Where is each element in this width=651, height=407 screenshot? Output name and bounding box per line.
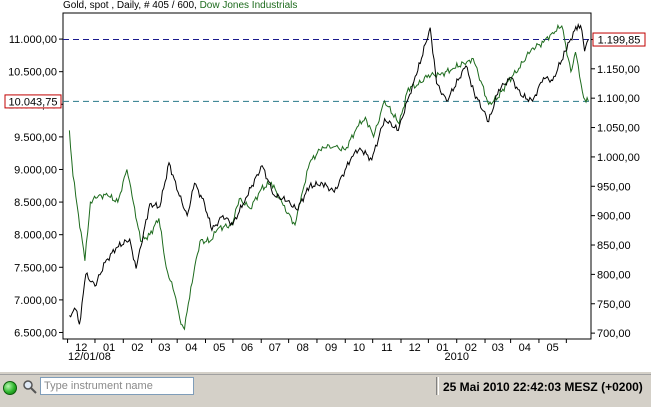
status-separator bbox=[436, 377, 439, 395]
price-chart[interactable]: 11.000,0010.500,0010.000,009.500,009.000… bbox=[0, 0, 651, 372]
right-axis-tick-label: 950,00 bbox=[597, 181, 631, 193]
instrument-search-input[interactable] bbox=[40, 377, 194, 395]
left-axis-tick-label: 9.000,00 bbox=[14, 164, 57, 176]
x-axis-tick-label: 12 bbox=[409, 342, 421, 354]
x-axis-tick-label: 07 bbox=[269, 342, 281, 354]
plot-frame bbox=[62, 12, 592, 340]
x-axis-tick-label: 08 bbox=[297, 342, 309, 354]
left-axis-tick-label: 6.500,00 bbox=[14, 327, 57, 339]
x-axis-tick-label: 11 bbox=[381, 342, 392, 354]
x-axis-tick-label: 04 bbox=[185, 342, 197, 354]
right-axis-tick-label: 850,00 bbox=[597, 240, 631, 252]
dow-last-value-label: 10.043,75 bbox=[9, 96, 58, 108]
status-bar: 25 Mai 2010 22:42:03 MESZ (+0200) bbox=[0, 374, 651, 407]
right-axis-tick-label: 800,00 bbox=[597, 269, 631, 281]
left-axis-tick-label: 11.000,00 bbox=[9, 34, 57, 46]
search-icon[interactable] bbox=[22, 379, 38, 395]
right-axis-tick-label: 1.050,00 bbox=[597, 123, 640, 135]
x-axis-tick-label: 01 bbox=[436, 342, 448, 354]
left-axis-tick-label: 10.500,00 bbox=[8, 67, 57, 79]
x-axis-tick-label: 10 bbox=[353, 342, 365, 354]
instrument-info: Gold, spot , Daily, # 405 / 600, bbox=[63, 0, 197, 11]
x-axis-tick-label: 02 bbox=[465, 342, 477, 354]
right-axis-tick-label: 700,00 bbox=[597, 328, 631, 340]
right-axis-tick-label: 1.150,00 bbox=[597, 64, 640, 76]
right-axis-tick-label: 1.100,00 bbox=[597, 93, 640, 105]
datetime-display: 25 Mai 2010 22:42:03 MESZ (+0200) bbox=[443, 380, 643, 394]
x-axis-year-label: 12/01/08 bbox=[68, 351, 111, 363]
series-line-dow bbox=[68, 23, 589, 331]
left-axis-tick-label: 9.500,00 bbox=[14, 132, 57, 144]
x-axis-tick-label: 03 bbox=[158, 342, 170, 354]
comparison-instrument-label: Dow Jones Industrials bbox=[199, 0, 298, 11]
x-axis-tick-label: 09 bbox=[325, 342, 337, 354]
left-axis-tick-label: 8.000,00 bbox=[14, 230, 57, 242]
left-axis-tick-label: 7.000,00 bbox=[14, 295, 57, 307]
x-axis-tick-label: 03 bbox=[492, 342, 504, 354]
x-axis-tick-label: 12 bbox=[75, 342, 87, 354]
x-axis-tick-label: 05 bbox=[213, 342, 225, 354]
x-axis-tick-label: 01 bbox=[103, 342, 115, 354]
x-axis-tick-label: 02 bbox=[131, 342, 143, 354]
dow-last-value-marker bbox=[4, 94, 62, 109]
x-axis-year-label: 2010 bbox=[444, 351, 468, 363]
x-axis-tick-label: 06 bbox=[241, 342, 253, 354]
left-axis-tick-label: 8.500,00 bbox=[14, 197, 57, 209]
x-axis-tick-label: 05 bbox=[547, 342, 559, 354]
left-axis-tick-label: 7.500,00 bbox=[14, 262, 57, 274]
right-axis-tick-label: 1.000,00 bbox=[597, 152, 640, 164]
gold-last-value-label: 1.199,85 bbox=[598, 35, 641, 47]
gold-last-value-marker bbox=[592, 32, 646, 47]
chart-area[interactable]: 11.000,0010.500,0010.000,009.500,009.000… bbox=[0, 0, 651, 372]
chart-header: Gold, spot , Daily, # 405 / 600, Dow Jon… bbox=[63, 0, 297, 12]
connection-status-icon bbox=[3, 381, 17, 395]
series-line-gold bbox=[69, 22, 589, 325]
right-axis-tick-label: 900,00 bbox=[597, 211, 631, 223]
right-axis-tick-label: 750,00 bbox=[597, 299, 631, 311]
x-axis-tick-label: 04 bbox=[519, 342, 531, 354]
